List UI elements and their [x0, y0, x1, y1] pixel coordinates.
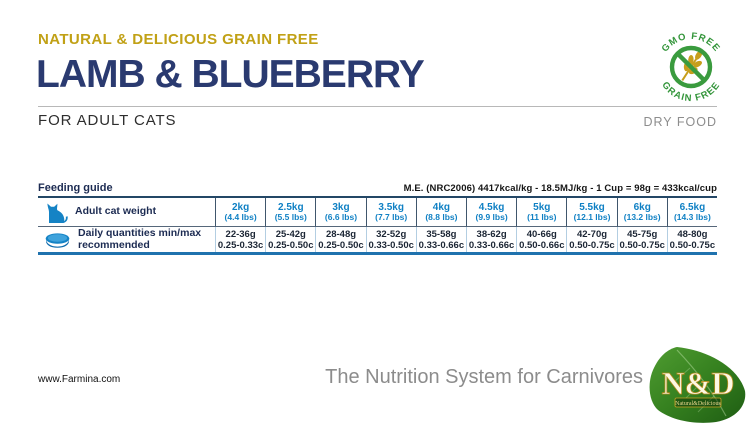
- quantity-row-label: Daily quantities min/max recommended: [38, 227, 215, 252]
- food-type-label: DRY FOOD: [643, 115, 717, 129]
- quantity-cell: 28-48g 0.25-0.50c: [315, 227, 365, 252]
- weight-cell: 5.5kg (12.1 lbs): [566, 198, 617, 227]
- quantity-cell: 42-70g 0.50-0.75c: [566, 227, 616, 252]
- tagline: NATURAL & DELICIOUS GRAIN FREE: [38, 31, 319, 48]
- subtitle: FOR ADULT CATS: [38, 112, 177, 129]
- weight-cell: 2.5kg (5.5 lbs): [265, 198, 316, 227]
- weight-cell: 5kg (11 lbs): [516, 198, 567, 227]
- badge-top-text: GMO FREE: [660, 31, 722, 55]
- quantity-cell: 32-52g 0.33-0.50c: [365, 227, 416, 252]
- no-symbol-icon: [669, 45, 713, 89]
- weight-cell: 4kg (8.8 lbs): [415, 198, 466, 227]
- weight-cell: 6.5kg (14.3 lbs): [666, 198, 717, 227]
- weight-cell: 3kg (6.6 lbs): [315, 198, 366, 227]
- header-divider: [38, 106, 717, 107]
- bowl-icon: [45, 232, 70, 248]
- website-url: www.Farmina.com: [38, 374, 121, 385]
- feeding-guide-section: Feeding guide M.E. (NRC2006) 4417kcal/kg…: [38, 182, 717, 255]
- quantity-cell: 40-66g 0.50-0.66c: [516, 227, 566, 252]
- quantity-cell: 35-58g 0.33-0.66c: [415, 227, 466, 252]
- weight-row-label: Adult cat weight: [38, 198, 215, 227]
- gmo-grain-free-badge: GMO FREE GRAIN FREE: [659, 31, 723, 104]
- weight-cell: 2kg (4.4 lbs): [215, 198, 266, 227]
- logo-sub-text: Natural&Delicious: [675, 401, 721, 407]
- weight-cell: 3.5kg (7.7 lbs): [365, 198, 416, 227]
- weight-cell: 4.5kg (9.9 lbs): [466, 198, 517, 227]
- quantity-cell: 48-80g 0.50-0.75c: [666, 227, 717, 252]
- quantity-cell: 45-75g 0.50-0.75c: [616, 227, 667, 252]
- weight-cell: 6kg (13.2 lbs): [616, 198, 667, 227]
- nd-leaf-logo: N&D Natural&Delicious: [649, 347, 746, 423]
- quantity-cell: 22-36g 0.25-0.33c: [215, 227, 265, 252]
- energy-info: M.E. (NRC2006) 4417kcal/kg - 18.5MJ/kg -…: [403, 183, 717, 194]
- cat-icon: [47, 203, 68, 223]
- quantity-row-label-text: Daily quantities min/max recommended: [78, 227, 202, 251]
- strapline: The Nutrition System for Carnivores: [325, 366, 643, 388]
- quantity-cell: 25-42g 0.25-0.50c: [265, 227, 315, 252]
- feeding-guide-title: Feeding guide: [38, 182, 113, 194]
- logo-brand-text: N&D: [662, 365, 735, 401]
- badge-bottom-text: GRAIN FREE: [659, 80, 721, 104]
- product-title: LAMB & BLUEBERRY: [36, 53, 425, 96]
- svg-text:GRAIN FREE: GRAIN FREE: [659, 80, 722, 104]
- quantity-cell: 38-62g 0.33-0.66c: [466, 227, 516, 252]
- svg-text:GMO FREE: GMO FREE: [660, 31, 723, 55]
- feeding-table: Adult cat weight 2kg (4.4 lbs) 2.5kg (5.5 l…: [38, 196, 717, 255]
- weight-row-label-text: Adult cat weight: [75, 205, 157, 218]
